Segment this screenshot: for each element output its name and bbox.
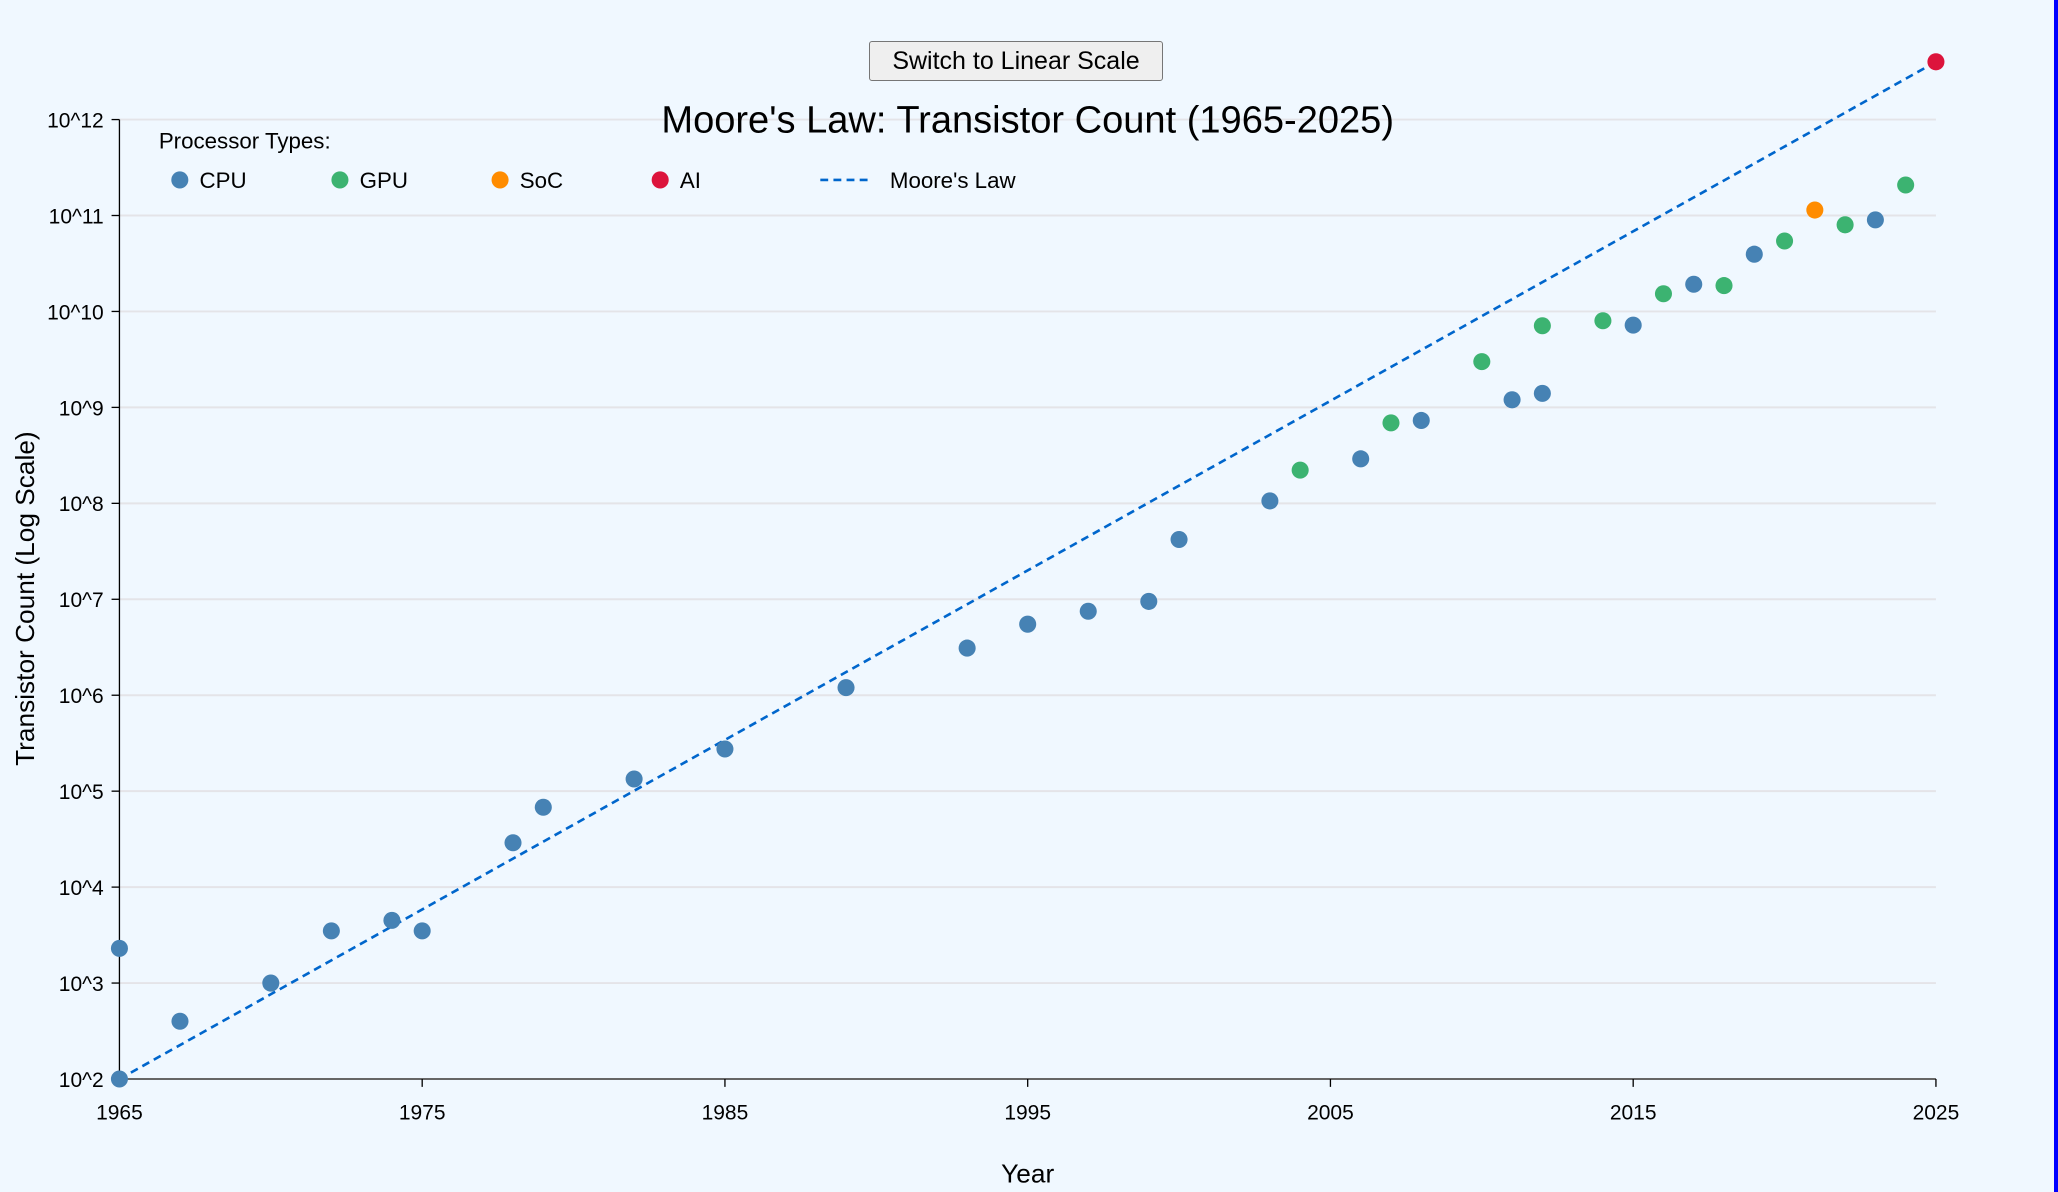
point-cpu: [262, 974, 280, 992]
legend-swatch-ai: [651, 171, 669, 189]
point-gpu: [1897, 176, 1915, 194]
point-cpu: [171, 1012, 189, 1030]
legend-label: SoC: [520, 168, 563, 193]
legend-label: Moore's Law: [890, 168, 1017, 193]
point-gpu: [1715, 277, 1733, 295]
chart-title: Moore's Law: Transistor Count (1965-2025…: [661, 100, 1394, 142]
point-cpu: [110, 1070, 128, 1088]
legend-label: GPU: [360, 168, 408, 193]
point-cpu: [958, 639, 976, 657]
point-cpu: [534, 798, 552, 816]
point-soc: [1806, 201, 1824, 219]
point-cpu: [1170, 530, 1188, 549]
y-tick-label: 10^9: [59, 397, 104, 420]
point-cpu: [1866, 211, 1884, 229]
y-tick-label: 10^6: [59, 685, 104, 708]
x-tick-label: 1985: [702, 1102, 749, 1125]
window-edge: [2054, 0, 2058, 1192]
legend-title: Processor Types:: [159, 128, 331, 153]
point-cpu: [1533, 384, 1551, 402]
x-tick-label: 1995: [1004, 1102, 1051, 1125]
point-cpu: [1019, 615, 1037, 633]
point-gpu: [1382, 414, 1400, 432]
x-tick-label: 1965: [96, 1102, 143, 1125]
point-cpu: [1261, 492, 1279, 510]
point-gpu: [1836, 216, 1854, 234]
x-axis: 1965 1975 1985 1995 2005 2015 2025: [96, 1078, 1960, 1125]
y-tick-label: 10^11: [49, 205, 104, 228]
legend-label: AI: [680, 168, 701, 193]
point-ai: [1927, 53, 1945, 71]
y-tick-label: 10^12: [47, 109, 104, 132]
point-cpu: [716, 740, 734, 758]
legend-swatch-gpu: [331, 171, 349, 189]
point-cpu: [837, 679, 855, 697]
point-cpu: [110, 939, 128, 957]
point-cpu: [1745, 245, 1763, 263]
point-cpu: [383, 911, 401, 929]
point-cpu: [1140, 592, 1158, 610]
y-tick-label: 10^3: [59, 973, 104, 996]
y-tick-label: 10^5: [59, 781, 104, 804]
point-cpu: [1624, 316, 1642, 334]
point-cpu: [1352, 450, 1370, 468]
point-gpu: [1776, 232, 1794, 250]
y-axis-label: Transistor Count (Log Scale): [10, 431, 40, 766]
point-cpu: [504, 834, 522, 852]
point-cpu: [1079, 602, 1097, 620]
legend-label: CPU: [200, 168, 247, 193]
legend: Processor Types: CPU GPU SoC AI Moore's Law: [159, 128, 1017, 192]
point-cpu: [322, 922, 340, 940]
x-tick-label: 1975: [399, 1102, 446, 1125]
point-cpu: [1685, 275, 1703, 293]
data-points: [110, 53, 1945, 1088]
point-cpu: [1503, 391, 1521, 409]
point-gpu: [1473, 353, 1491, 371]
y-tick-label: 10^10: [47, 301, 104, 324]
x-tick-label: 2025: [1913, 1102, 1960, 1125]
grid: [119, 118, 1936, 985]
y-tick-label: 10^7: [59, 589, 104, 612]
x-tick-label: 2005: [1307, 1102, 1354, 1125]
point-gpu: [1533, 317, 1551, 335]
y-tick-label: 10^2: [59, 1069, 104, 1092]
y-tick-label: 10^8: [59, 493, 104, 516]
y-axis: 10^2 10^3 10^4 10^5 10^6 10^7 10^8 10^9 10^10 10^…: [47, 109, 121, 1092]
x-tick-label: 2015: [1610, 1102, 1657, 1125]
y-tick-label: 10^4: [59, 877, 104, 900]
x-axis-label: Year: [1001, 1159, 1054, 1189]
legend-swatch-cpu: [171, 171, 189, 189]
legend-swatch-soc: [491, 171, 509, 189]
point-gpu: [1654, 285, 1672, 303]
point-cpu: [625, 770, 643, 788]
point-gpu: [1291, 461, 1309, 479]
point-gpu: [1594, 312, 1612, 330]
point-cpu: [413, 922, 431, 940]
moores-law-line: [118, 60, 1937, 1081]
switch-scale-button[interactable]: Switch to Linear Scale: [869, 41, 1163, 81]
point-cpu: [1412, 411, 1430, 429]
